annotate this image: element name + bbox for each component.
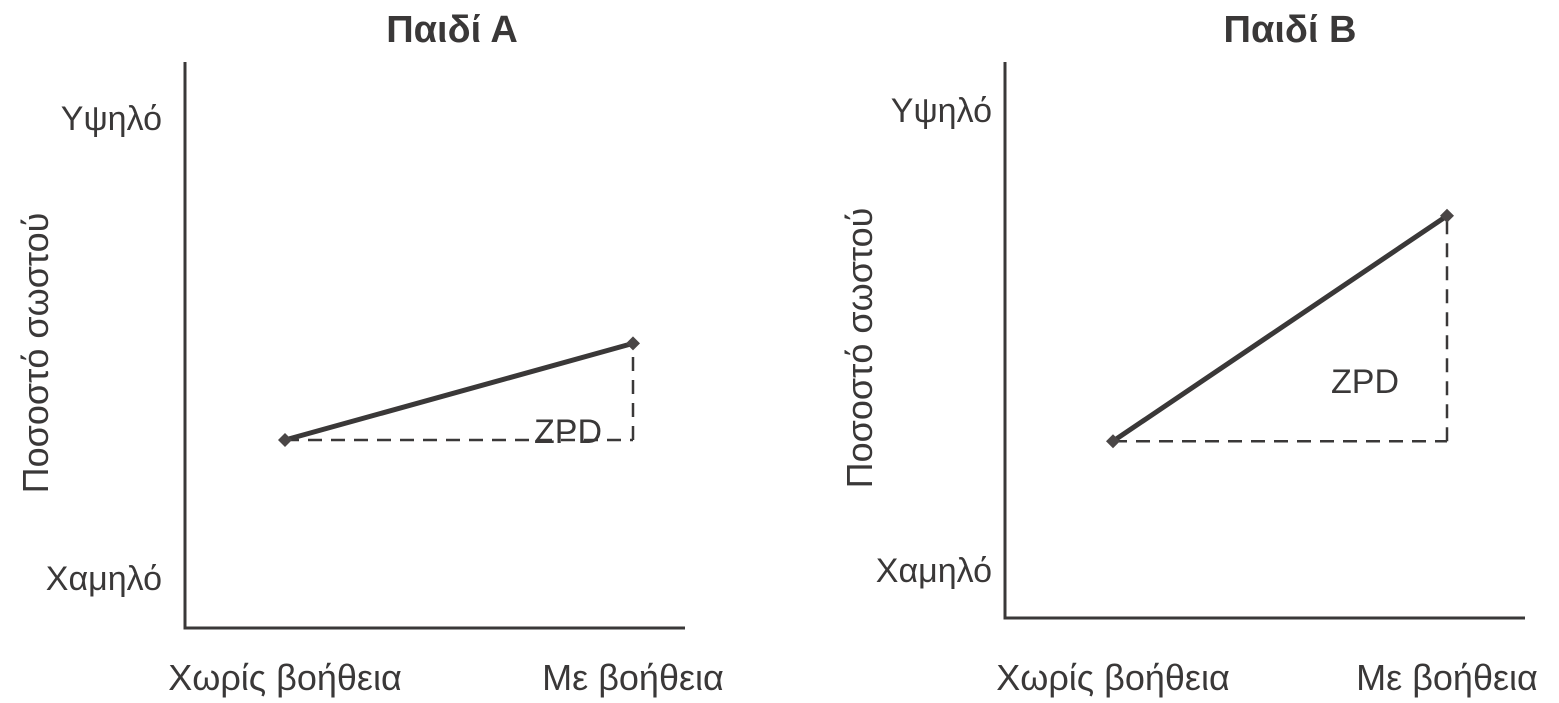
x-category-label: Με βοήθεια [542,657,724,698]
axis-lines [183,62,685,630]
chart-title: Παιδί Α [386,9,518,51]
zpd-annotation: ZPD [1331,363,1399,401]
x-category-label: Χωρίς βοήθεια [168,657,402,698]
y-tick-label-low: Χαμηλό [46,560,162,598]
y-tick-label-low: Χαμηλό [876,552,992,590]
data-point-marker [1106,434,1120,449]
x-category-label: Χωρίς βοήθεια [996,657,1230,698]
data-point-marker [626,336,640,351]
x-category-label: Με βοήθεια [1356,657,1538,698]
data-point-marker [1440,208,1454,223]
y-tick-label-high: Υψηλό [61,100,162,138]
axis-lines [1003,62,1525,620]
y-axis-label: Ποσοστό σωστού [15,213,56,494]
data-point-marker [278,433,292,447]
series-line [1110,213,1450,444]
y-tick-label-high: Υψηλό [891,92,992,130]
chart-title: Παιδί Β [1224,9,1357,51]
series-line [282,340,636,443]
zpd-annotation: ZPD [534,413,602,451]
y-axis-label: Ποσοστό σωστού [839,208,880,489]
